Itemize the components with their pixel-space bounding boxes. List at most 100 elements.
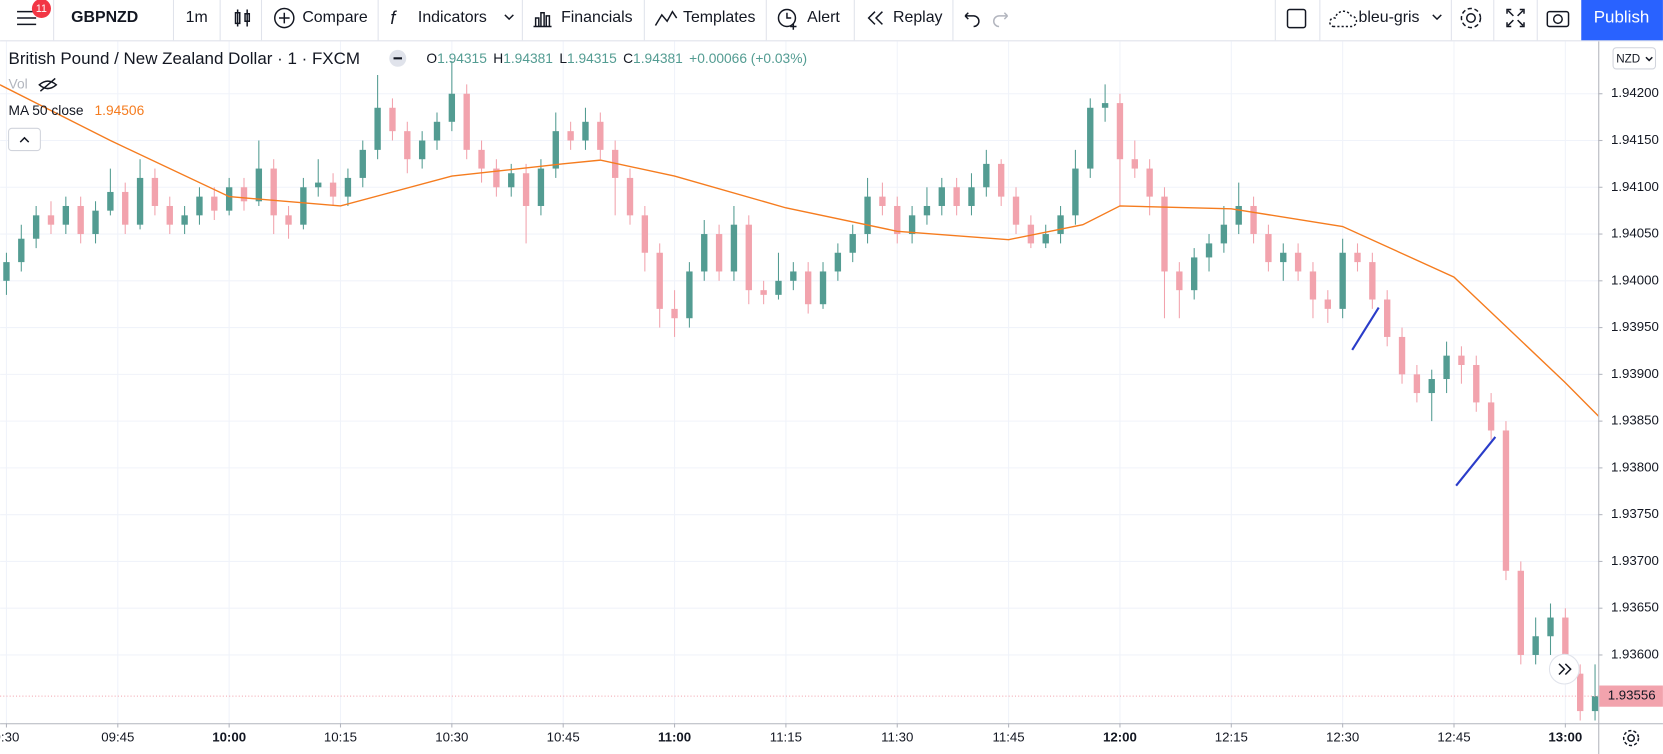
collapse-icon — [19, 136, 30, 143]
candle-body — [745, 224, 752, 291]
candle-body — [1146, 168, 1153, 197]
indicators[interactable]: Indicators — [418, 9, 487, 26]
candle-body — [834, 252, 842, 272]
dropdown-arrow[interactable] — [1432, 14, 1442, 21]
layout-icon[interactable] — [1286, 8, 1307, 29]
candle-body — [1502, 430, 1510, 571]
candle-body — [1324, 299, 1331, 309]
candle-body — [1294, 252, 1302, 272]
candle-body — [418, 140, 426, 160]
candle-body — [760, 290, 767, 295]
dropdown-arrow[interactable] — [1645, 56, 1653, 62]
candle-body — [1473, 364, 1480, 403]
publish-button[interactable] — [1581, 0, 1663, 41]
compare[interactable]: Compare — [302, 9, 368, 26]
toolbar-bg — [0, 0, 1663, 41]
fullscreen-button[interactable] — [1506, 8, 1525, 28]
cloud-icon[interactable] — [1329, 10, 1358, 28]
candle-body — [701, 234, 708, 272]
candle-body — [552, 131, 559, 169]
candle-body — [92, 210, 99, 235]
interval[interactable]: 1m — [186, 9, 208, 26]
x-tick-label: 11:30 — [881, 730, 913, 745]
undo[interactable] — [964, 12, 980, 28]
candle-body — [329, 182, 337, 197]
y-tick-label: 1.94050 — [1611, 226, 1659, 241]
candle-body — [463, 93, 470, 150]
candle-body — [1191, 257, 1198, 291]
chart-type-button[interactable] — [234, 9, 251, 27]
trend-line[interactable] — [1351, 306, 1380, 351]
templates-icon[interactable] — [654, 10, 678, 26]
candle-body — [151, 177, 159, 206]
candle-body — [641, 215, 649, 253]
x-tick-label: 11:00 — [658, 730, 691, 745]
trend-line[interactable] — [1455, 436, 1497, 487]
candle-body — [1354, 252, 1361, 263]
candle-body — [433, 121, 441, 141]
candle-body — [255, 168, 263, 202]
x-tick-label: 10:00 — [212, 730, 246, 745]
candle-body — [32, 215, 40, 239]
candle-body — [1027, 224, 1035, 244]
candle-body — [1398, 336, 1406, 375]
candle-body — [344, 177, 352, 197]
x-tick-label: 12:45 — [1437, 730, 1470, 745]
compare-icon[interactable] — [274, 7, 295, 29]
badge — [31, 0, 51, 19]
candle-body — [1517, 570, 1524, 655]
snapshot-button[interactable] — [1546, 10, 1570, 28]
candle-body — [1532, 636, 1539, 655]
publish[interactable]: Publish — [1594, 8, 1650, 27]
candle-body — [656, 252, 663, 309]
x-tick-label: 12:00 — [1103, 730, 1137, 745]
y-tick-label: 1.94000 — [1611, 272, 1659, 287]
scroll-button[interactable] — [1548, 653, 1580, 685]
financials[interactable]: Financials — [561, 9, 633, 26]
candle-body — [285, 215, 292, 225]
axis-settings[interactable] — [1622, 729, 1640, 747]
candle-body — [508, 173, 515, 188]
collapse-button[interactable] — [8, 127, 41, 152]
legend: British Pound / New Zealand Dollar · 1 ·… — [8, 49, 807, 152]
settings-button[interactable] — [1460, 7, 1482, 29]
replay-icon[interactable] — [867, 11, 883, 25]
ma-value: 1.94506 — [94, 103, 144, 118]
symbol[interactable]: GBPNZD — [71, 9, 138, 26]
y-tick-label: 1.93700 — [1611, 553, 1659, 568]
hidden-icon[interactable] — [38, 77, 58, 92]
y-tick-label: 1.93800 — [1611, 459, 1659, 474]
ohlc-key: H — [493, 51, 503, 66]
financials-icon[interactable] — [533, 11, 552, 28]
candle-body — [1176, 271, 1183, 291]
candle-body — [804, 271, 812, 305]
candle-body — [1012, 196, 1020, 225]
candle-body — [1413, 374, 1421, 394]
currency[interactable]: NZD — [1616, 52, 1640, 65]
candle-body — [626, 177, 634, 216]
redo[interactable] — [993, 12, 1009, 28]
y-tick-label: 1.93750 — [1611, 506, 1659, 521]
dropdown-arrow[interactable] — [504, 14, 514, 21]
candle-body — [775, 280, 782, 295]
ohlc-key: L — [559, 51, 567, 66]
alert-icon[interactable] — [777, 8, 797, 30]
candle-body — [1250, 205, 1257, 235]
indicators-icon[interactable]: f — [390, 8, 397, 28]
candle-body — [196, 196, 203, 216]
x-tick-label: 09:45 — [101, 730, 134, 745]
candle-body — [47, 215, 55, 225]
y-tick-label: 1.93950 — [1611, 319, 1659, 334]
templates[interactable]: Templates — [683, 9, 755, 26]
currency-button[interactable] — [1612, 47, 1657, 70]
drawings — [1351, 306, 1497, 487]
y-tick-label: 1.94200 — [1611, 85, 1659, 100]
candle-body — [1205, 243, 1213, 258]
candle-body — [923, 205, 931, 216]
ohlc-value: 1.94381 — [503, 51, 553, 66]
replay[interactable]: Replay — [893, 9, 943, 26]
candle-body — [478, 149, 485, 169]
alert[interactable]: Alert — [807, 9, 840, 26]
layout-name[interactable]: bleu-gris — [1359, 9, 1420, 26]
grid — [0, 41, 1599, 724]
